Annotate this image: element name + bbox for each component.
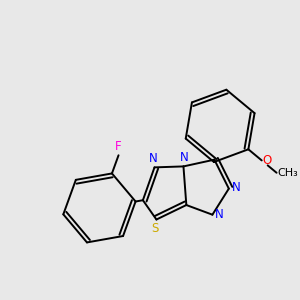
Text: N: N — [232, 181, 241, 194]
Text: O: O — [263, 154, 272, 167]
Text: F: F — [115, 140, 122, 153]
Text: N: N — [149, 152, 158, 165]
Text: S: S — [151, 222, 158, 236]
Text: CH₃: CH₃ — [278, 168, 298, 178]
Text: N: N — [215, 208, 224, 221]
Text: N: N — [180, 152, 189, 164]
